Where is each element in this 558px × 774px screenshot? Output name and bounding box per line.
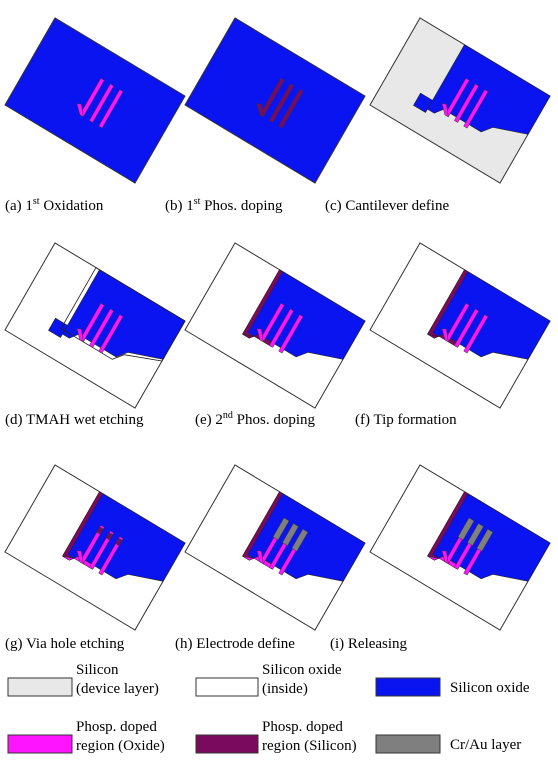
caption: (d) TMAH wet etching: [5, 412, 144, 428]
legend-label: Silicon oxide: [262, 662, 342, 678]
legend-label: Silicon: [76, 662, 119, 678]
legend-swatch: [8, 735, 72, 753]
legend-swatch: [8, 678, 72, 696]
caption: (e) 2nd Phos. doping: [195, 410, 316, 428]
caption-text: Phos. doping: [200, 198, 283, 214]
legend-label: region (Silicon): [262, 738, 357, 754]
caption: (h) Electrode define: [175, 636, 295, 652]
caption-text: (d) TMAH wet etching: [5, 412, 144, 428]
legend-label: Silicon oxide: [450, 680, 530, 696]
legend-label: (device layer): [76, 681, 159, 697]
legend-label: Cr/Au layer: [450, 737, 521, 753]
caption-text: (a) 1: [5, 198, 33, 214]
caption-text: (g) Via hole etching: [5, 636, 125, 652]
wafer: [185, 18, 365, 183]
caption-text: (h) Electrode define: [175, 636, 295, 652]
legend-swatch: [196, 735, 258, 753]
caption: (a) 1st Oxidation: [5, 196, 104, 214]
caption-sup: nd: [223, 410, 233, 421]
caption: (f) Tip formation: [355, 412, 457, 428]
caption-text: (b) 1: [165, 198, 194, 214]
legend-label: region (Oxide): [76, 738, 165, 754]
caption-text: (i) Releasing: [330, 636, 408, 652]
legend-swatch: [196, 678, 258, 696]
caption-text: (c) Cantilever define: [325, 198, 449, 214]
legend-swatch: [376, 735, 440, 753]
caption: (g) Via hole etching: [5, 636, 125, 652]
legend-label: Phosp. doped: [262, 719, 343, 735]
legend-swatch: [376, 678, 440, 696]
caption-text: (e) 2: [195, 412, 223, 428]
legend-label: Phosp. doped: [76, 719, 157, 735]
legend-label: (inside): [262, 681, 308, 697]
figure: (a) 1st Oxidation (b) 1st Phos. doping (c)…: [0, 0, 558, 774]
caption: (i) Releasing: [330, 636, 408, 652]
caption: (b) 1st Phos. doping: [165, 196, 283, 214]
caption-text: Oxidation: [40, 198, 104, 214]
caption-text: Phos. doping: [233, 412, 316, 428]
wafer: [5, 18, 185, 183]
caption: (c) Cantilever define: [325, 198, 449, 214]
caption-text: (f) Tip formation: [355, 412, 457, 428]
